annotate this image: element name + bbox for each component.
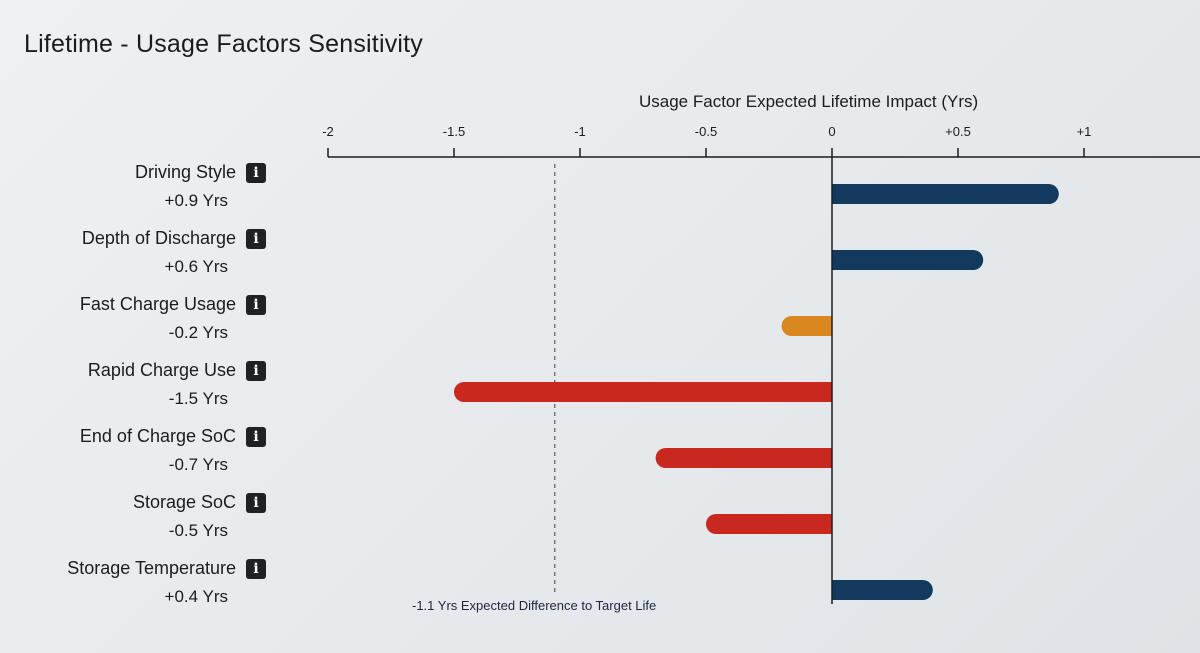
info-icon[interactable]: i [246, 228, 266, 249]
category-label: Driving Style [134, 162, 236, 182]
x-tick-label: -1 [574, 124, 586, 139]
x-tick-label: 0 [828, 124, 835, 139]
factor-label-group: Depth of Discharge i +0.6 Yrs [6, 228, 266, 277]
bar-depth-of-discharge [832, 250, 984, 270]
factor-label-group: Storage Temperature i +0.4 Yrs [6, 558, 266, 607]
value-label: -0.7 Yrs [168, 455, 228, 474]
chart-title: Lifetime - Usage Factors Sensitivity [24, 30, 423, 58]
factor-label-group: End of Charge SoC i -0.7 Yrs [6, 426, 266, 475]
factor-label-group: Fast Charge Usage i -0.2 Yrs [6, 294, 266, 343]
info-icon[interactable]: i [246, 426, 266, 447]
info-icon[interactable]: i [246, 162, 266, 183]
bar-driving-style [832, 184, 1059, 204]
bar-storage-temperature [832, 580, 933, 600]
factor-label-group: Storage SoC i -0.5 Yrs [6, 492, 266, 541]
factor-row: Depth of Discharge i [6, 228, 266, 249]
factor-row: Fast Charge Usage i [6, 294, 266, 315]
factor-label-group: Rapid Charge Use i -1.5 Yrs [6, 360, 266, 409]
factor-row: End of Charge SoC i [6, 426, 266, 447]
reference-line-label: -1.1 Yrs Expected Difference to Target L… [412, 598, 656, 613]
info-icon[interactable]: i [246, 360, 266, 381]
category-label: Storage Temperature [67, 558, 236, 578]
value-label: +0.4 Yrs [164, 587, 228, 606]
category-label: Depth of Discharge [81, 228, 236, 248]
factor-row: Storage Temperature i [6, 558, 266, 579]
category-label: Fast Charge Usage [79, 294, 236, 314]
value-label: -0.2 Yrs [168, 323, 228, 342]
value-label: +0.9 Yrs [164, 191, 228, 210]
x-tick-label: -1.5 [443, 124, 465, 139]
info-icon[interactable]: i [246, 294, 266, 315]
x-tick-label: +1 [1077, 124, 1092, 139]
x-tick-label: -2 [322, 124, 334, 139]
category-label: End of Charge SoC [79, 426, 236, 446]
x-tick-label: +0.5 [945, 124, 971, 139]
bar-rapid-charge-use [454, 382, 832, 402]
x-axis-title: Usage Factor Expected Lifetime Impact (Y… [639, 92, 979, 111]
info-icon[interactable]: i [246, 558, 266, 579]
bar-fast-charge-usage [781, 316, 832, 336]
value-label: -1.5 Yrs [168, 389, 228, 408]
category-label: Storage SoC [132, 492, 236, 512]
factor-row: Rapid Charge Use i [6, 360, 266, 381]
factor-row: Storage SoC i [6, 492, 266, 513]
factor-label-group: Driving Style i +0.9 Yrs [6, 162, 266, 211]
bar-storage-soc [706, 514, 832, 534]
bar-end-of-charge-soc [655, 448, 832, 468]
factor-row: Driving Style i [6, 162, 266, 183]
info-icon[interactable]: i [246, 492, 266, 513]
value-label: -0.5 Yrs [168, 521, 228, 540]
value-label: +0.6 Yrs [164, 257, 228, 276]
category-label: Rapid Charge Use [87, 360, 236, 380]
x-tick-label: -0.5 [695, 124, 717, 139]
